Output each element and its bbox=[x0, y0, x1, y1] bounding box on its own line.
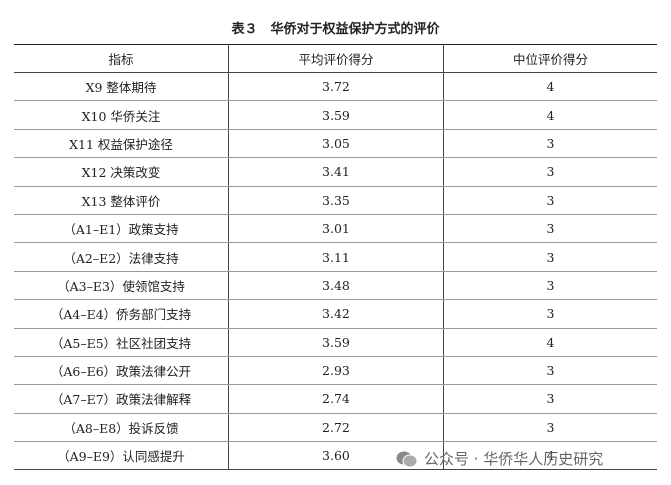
header-cell: 指标 bbox=[14, 44, 229, 73]
table-cell: 3.05 bbox=[228, 129, 444, 159]
table-cell: （A1–E1）政策支持 bbox=[14, 214, 229, 244]
table-cell: （A8–E8）投诉反馈 bbox=[14, 413, 229, 443]
table-row: X11 权益保护途径 3.05 3 bbox=[14, 129, 657, 159]
table-cell: 4 bbox=[442, 441, 657, 471]
table-cell: X13 整体评价 bbox=[14, 186, 229, 215]
table-cell: 2.93 bbox=[228, 356, 444, 386]
table-body: X9 整体期待 3.72 4 X10 华侨关注 3.59 4 X11 权益保护途径 3.05 3… bbox=[14, 72, 657, 471]
table-cell: （A7–E7）政策法律解释 bbox=[14, 384, 229, 414]
table-cell: 3 bbox=[442, 186, 657, 215]
table-cell: 3 bbox=[442, 271, 657, 301]
table-cell: （A6–E6）政策法律公开 bbox=[14, 356, 229, 386]
table-row: （A9–E9）认同感提升 3.60 4 bbox=[14, 441, 657, 471]
table-cell: 3.11 bbox=[228, 242, 444, 272]
table-cell: 3.59 bbox=[228, 100, 444, 130]
table-cell: 3.35 bbox=[228, 186, 444, 215]
table-title: 表３ 华侨对于权益保护方式的评价 bbox=[231, 22, 440, 37]
table-cell: 3.72 bbox=[228, 72, 444, 102]
table-cell: 3.59 bbox=[228, 328, 444, 357]
table-cell: 3.01 bbox=[228, 214, 444, 244]
table-row: （A6–E6）政策法律公开 2.93 3 bbox=[14, 356, 657, 386]
header-row: 指标 平均评价得分 中位评价得分 bbox=[14, 44, 657, 73]
table-cell: （A5–E5）社区社团支持 bbox=[14, 328, 229, 357]
table-cell: 3.41 bbox=[228, 157, 444, 187]
wechat-icon bbox=[396, 451, 418, 467]
table-cell: 4 bbox=[442, 100, 657, 130]
table-row: （A2–E2）法律支持 3.11 3 bbox=[14, 242, 657, 272]
table-row: （A3–E3）使领馆支持 3.48 3 bbox=[14, 271, 657, 301]
table-cell: （A2–E2）法律支持 bbox=[14, 242, 229, 272]
table-cell: X12 决策改变 bbox=[14, 157, 229, 187]
table-row: X13 整体评价 3.35 3 bbox=[14, 186, 657, 215]
table-row: （A7–E7）政策法律解释 2.74 3 bbox=[14, 384, 657, 414]
table-cell: 4 bbox=[442, 328, 657, 357]
table-cell: X11 权益保护途径 bbox=[14, 129, 229, 159]
table-cell: 2.72 bbox=[228, 413, 444, 443]
table-row: （A4–E4）侨务部门支持 3.42 3 bbox=[14, 299, 657, 329]
table-cell: （A4–E4）侨务部门支持 bbox=[14, 299, 229, 329]
watermark-text: 公众号 · 华侨华人历史研究 bbox=[424, 450, 604, 468]
table-cell: 3.48 bbox=[228, 271, 444, 301]
table-cell: 3 bbox=[442, 299, 657, 329]
header-cell: 平均评价得分 bbox=[228, 44, 444, 73]
table-row: X9 整体期待 3.72 4 bbox=[14, 72, 657, 102]
table-row: （A8–E8）投诉反馈 2.72 3 bbox=[14, 413, 657, 443]
table: 指标 平均评价得分 中位评价得分 X9 整体期待 3.72 4 X10 华侨关注 3.59 4… bbox=[14, 44, 657, 471]
table-row: （A1–E1）政策支持 3.01 3 bbox=[14, 214, 657, 244]
watermark: 公众号 · 华侨华人历史研究 bbox=[396, 448, 603, 469]
table-cell: （A3–E3）使领馆支持 bbox=[14, 271, 229, 301]
table-cell: X10 华侨关注 bbox=[14, 100, 229, 130]
table-cell: 4 bbox=[442, 72, 657, 102]
table-cell: 3 bbox=[442, 242, 657, 272]
table-cell: 3 bbox=[442, 129, 657, 159]
table-cell: 3 bbox=[442, 384, 657, 414]
table-cell: 3.42 bbox=[228, 299, 444, 329]
table-cell: 3 bbox=[442, 356, 657, 386]
table-cell: 3 bbox=[442, 214, 657, 244]
table-cell: 3 bbox=[442, 413, 657, 443]
header-cell: 中位评价得分 bbox=[442, 44, 657, 73]
table-cell: 3 bbox=[442, 157, 657, 187]
table-cell: X9 整体期待 bbox=[14, 72, 229, 102]
table-cell: （A9–E9）认同感提升 bbox=[14, 441, 229, 471]
table-row: X10 华侨关注 3.59 4 bbox=[14, 100, 657, 130]
table-row: X12 决策改变 3.41 3 bbox=[14, 157, 657, 187]
table-row: （A5–E5）社区社团支持 3.59 4 bbox=[14, 328, 657, 357]
table-cell: 2.74 bbox=[228, 384, 444, 414]
